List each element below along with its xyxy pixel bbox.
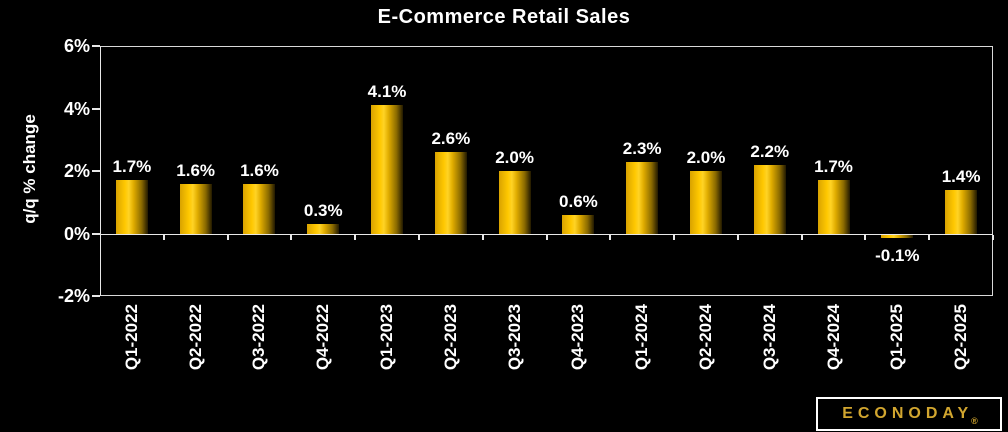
bar-value-label: 1.7% <box>814 157 853 177</box>
x-tick-label: Q1-2024 <box>632 304 652 371</box>
y-tick <box>92 170 100 172</box>
x-tick-label: Q2-2025 <box>951 304 971 371</box>
x-tick <box>481 235 484 240</box>
bar-value-label: -0.1% <box>875 245 920 265</box>
bar <box>626 161 659 234</box>
x-tick <box>673 235 676 240</box>
bar-value-label: 4.1% <box>367 82 407 102</box>
bar-value-label: 1.7% <box>112 157 152 177</box>
x-tick-label: Q3-2022 <box>249 304 269 371</box>
x-tick-label: Q3-2023 <box>504 304 524 371</box>
bar <box>945 189 978 234</box>
x-tick-label: Q2-2023 <box>440 304 460 371</box>
bar <box>562 214 595 234</box>
bar-value-label: 2.0% <box>686 148 726 167</box>
x-tick-label: Q2-2024 <box>695 304 715 371</box>
x-tick <box>609 235 612 240</box>
bar-value-label: 0.3% <box>303 201 343 221</box>
x-tick <box>864 235 867 240</box>
x-tick-label: Q2-2022 <box>185 304 205 371</box>
x-tick <box>226 235 229 240</box>
bar <box>881 234 914 238</box>
x-tick-label: Q1-2025 <box>887 304 907 371</box>
x-tick-label: Q3-2024 <box>759 304 779 371</box>
bar <box>817 180 850 234</box>
x-tick-label: Q1-2023 <box>377 304 397 371</box>
bar <box>307 224 340 234</box>
x-tick <box>162 235 165 240</box>
econoday-logo: ECONODAY ® <box>816 397 1002 431</box>
x-tick-label: Q4-2022 <box>313 304 333 371</box>
bar <box>753 164 786 234</box>
zero-baseline <box>100 234 993 235</box>
bar <box>689 171 722 234</box>
y-tick <box>92 107 100 110</box>
x-tick <box>736 235 739 240</box>
bar-value-label: 2.6% <box>431 129 471 149</box>
bar-value-label: 1.4% <box>941 166 981 186</box>
x-tick-label: Q4-2023 <box>568 304 588 371</box>
chart-title: E-Commerce Retail Sales <box>377 6 631 28</box>
bar <box>243 183 276 234</box>
y-tick <box>92 295 100 297</box>
registered-trademark-icon: ® <box>971 416 978 426</box>
x-tick <box>545 235 548 240</box>
y-tick-label: 2% <box>63 161 90 181</box>
x-tick-label: Q1-2022 <box>121 304 141 371</box>
y-tick-label: -2% <box>57 286 90 306</box>
bar <box>179 183 212 234</box>
x-tick-label: Q4-2024 <box>823 304 843 371</box>
bar <box>434 152 467 234</box>
bar-value-label: 1.6% <box>176 160 216 180</box>
bar-value-label: 0.6% <box>559 191 598 211</box>
bar-value-label: 2.2% <box>750 141 790 161</box>
y-tick-label: 4% <box>63 98 90 119</box>
bar-value-label: 2.0% <box>495 148 534 167</box>
x-tick <box>417 235 420 240</box>
plot-area <box>100 46 993 296</box>
y-tick-label: 0% <box>63 223 90 244</box>
y-tick-label: 6% <box>63 36 90 56</box>
y-tick <box>92 45 100 47</box>
bar-value-label: 1.6% <box>240 160 279 180</box>
y-tick <box>92 232 100 235</box>
x-tick <box>928 235 931 240</box>
bar <box>498 171 531 234</box>
bar <box>115 180 148 234</box>
bar <box>371 105 404 234</box>
bar-value-label: 2.3% <box>622 138 662 158</box>
x-tick <box>992 235 994 240</box>
x-tick <box>354 235 357 240</box>
econoday-logo-text: ECONODAY <box>842 405 974 422</box>
x-tick <box>800 235 803 240</box>
x-tick <box>290 235 293 240</box>
